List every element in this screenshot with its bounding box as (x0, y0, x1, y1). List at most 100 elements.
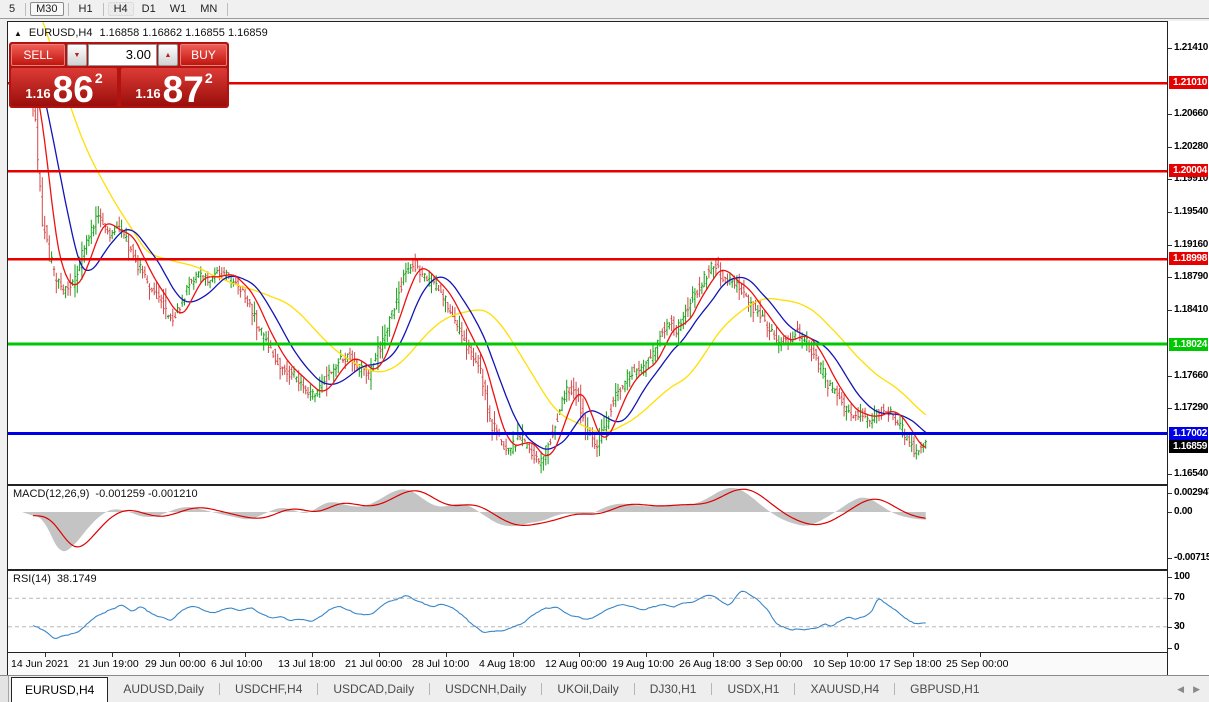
toolbar-separator (25, 2, 27, 16)
bid-price-prefix: 1.16 (25, 86, 51, 101)
time-axis-label: 21 Jul 00:00 (345, 658, 403, 670)
chart-tabbar: EURUSD,H4 AUDUSD,Daily USDCHF,H4 USDCAD,Dai… (0, 675, 1209, 702)
timeframe-H1[interactable]: H1 (78, 3, 93, 15)
tab-audusd-daily[interactable]: AUDUSD,Daily (123, 682, 205, 696)
tab-divider (219, 683, 221, 695)
axis-tick (1168, 648, 1172, 649)
one-click-trade-panel: SELL ▼ 3.00 ▲ BUY 1.16 86 2 1.16 87 2 (9, 42, 229, 108)
time-axis-label: 28 Jul 10:00 (412, 658, 470, 670)
tabbar-left-notch (0, 676, 9, 702)
price-chart-pane[interactable]: ▲ EURUSD,H4 1.16858 1.16862 1.16855 1.16… (7, 21, 1168, 485)
toolbar-separator (67, 2, 69, 16)
price-line-badge: 1.17002 (1169, 427, 1208, 440)
time-axis-label: 3 Sep 00:00 (746, 658, 803, 670)
rsi-axis-label: 70 (1174, 592, 1185, 603)
time-axis-tick (980, 653, 981, 657)
rsi-axis-label: 30 (1174, 621, 1185, 632)
price-axis-label: 1.18410 (1174, 304, 1209, 315)
time-axis-label: 4 Aug 18:00 (479, 658, 536, 670)
macd-values: -0.001259 -0.001210 (95, 488, 198, 500)
timeframe-MN[interactable]: MN (200, 3, 218, 15)
buy-button[interactable]: BUY (180, 44, 227, 66)
chart-ohlc-values: 1.16858 1.16862 1.16855 1.16859 (99, 27, 268, 39)
macd-axis-label: 0.002947 (1174, 487, 1209, 498)
axis-tick (1168, 179, 1172, 180)
price-line-badge: 1.18998 (1169, 252, 1208, 265)
chart-marker-icon: ▲ (14, 28, 22, 38)
time-axis-label: 14 Jun 2021 (11, 658, 69, 670)
tab-usdx-h1[interactable]: USDX,H1 (727, 682, 780, 696)
volume-increase-button[interactable]: ▲ (158, 44, 178, 66)
ask-price-prefix: 1.16 (135, 86, 161, 101)
tab-usdcnh-daily[interactable]: USDCNH,Daily (445, 682, 527, 696)
axis-tick (1168, 598, 1172, 599)
timeframe-M30[interactable]: M30 (30, 2, 64, 16)
axis-tick (1168, 114, 1172, 115)
tab-usdcad-daily[interactable]: USDCAD,Daily (333, 682, 415, 696)
volume-decrease-button[interactable]: ▼ (67, 44, 87, 66)
timeframe-toolbar: 5 M30 H1 H4 D1 W1 MN (0, 0, 1209, 19)
axis-tick (1168, 277, 1172, 278)
chart-symbol-label: EURUSD,H4 (28, 27, 93, 39)
volume-input[interactable]: 3.00 (88, 44, 157, 66)
tab-divider (794, 683, 796, 695)
tab-scroll-left-icon[interactable]: ◀ (1177, 683, 1185, 694)
axis-tick (1168, 474, 1172, 475)
axis-tick (1168, 577, 1172, 578)
rsi-pane[interactable]: RSI(14) 38.1749 (7, 570, 1168, 653)
price-axis[interactable]: 1.21410 1.20660 1.20280 1.19910 1.19540 1.191… (1168, 21, 1209, 675)
tab-dj30-h1[interactable]: DJ30,H1 (649, 682, 697, 696)
price-axis-label: 1.19910 (1174, 173, 1209, 184)
time-axis-tick (847, 653, 848, 657)
bid-quote-panel[interactable]: 1.16 86 2 (11, 68, 117, 110)
timeframe-D1[interactable]: D1 (141, 3, 156, 15)
tab-divider (317, 683, 319, 695)
time-axis-tick (713, 653, 714, 657)
sell-button[interactable]: SELL (11, 44, 65, 66)
macd-pane[interactable]: MACD(12,26,9) -0.001259 -0.001210 (7, 485, 1168, 570)
price-line-badge: 1.21010 (1169, 76, 1208, 89)
time-axis[interactable]: 14 Jun 2021 21 Jun 19:00 29 Jun 00:00 6 Jul… (7, 653, 1168, 676)
tab-xauusd-h4[interactable]: XAUUSD,H4 (810, 682, 880, 696)
timeframe-H4[interactable]: H4 (107, 2, 134, 16)
price-axis-label: 1.18790 (1174, 271, 1209, 282)
time-axis-label: 12 Aug 00:00 (545, 658, 607, 670)
axis-tick (1168, 212, 1172, 213)
time-axis-tick (780, 653, 781, 657)
price-chart-canvas[interactable] (8, 22, 1167, 482)
time-axis-label: 10 Sep 10:00 (813, 658, 876, 670)
tab-divider (541, 683, 543, 695)
axis-tick (1168, 147, 1172, 148)
tab-scroll-right-icon[interactable]: ▶ (1193, 683, 1200, 694)
time-axis-label: 19 Aug 10:00 (612, 658, 674, 670)
macd-label: MACD(12,26,9) (13, 488, 90, 500)
time-axis-tick (513, 653, 514, 657)
bid-price-sup: 2 (94, 70, 103, 86)
axis-tick (1168, 310, 1172, 311)
time-axis-label: 29 Jun 00:00 (145, 658, 206, 670)
ask-price-big: 87 (162, 68, 204, 110)
tab-ukoil-daily[interactable]: UKOil,Daily (557, 682, 619, 696)
axis-tick (1168, 376, 1172, 377)
price-axis-label: 1.17660 (1174, 370, 1209, 381)
time-axis-tick (579, 653, 580, 657)
bid-price-big: 86 (52, 68, 94, 110)
rsi-value: 38.1749 (56, 573, 97, 585)
axis-tick (1168, 558, 1172, 559)
rsi-label: RSI(14) (13, 573, 51, 585)
timeframe-W1[interactable]: W1 (169, 3, 187, 15)
tab-divider (429, 683, 431, 695)
price-axis-label: 1.16540 (1174, 468, 1209, 479)
timeframe-5[interactable]: 5 (9, 3, 16, 15)
time-axis-tick (646, 653, 647, 657)
axis-tick (1168, 493, 1172, 494)
rsi-canvas[interactable] (8, 571, 1167, 652)
tab-usdchf-h4[interactable]: USDCHF,H4 (235, 682, 303, 696)
toolbar-separator (102, 2, 104, 16)
time-axis-label: 21 Jun 19:00 (78, 658, 139, 670)
time-axis-tick (179, 653, 180, 657)
ask-quote-panel[interactable]: 1.16 87 2 (121, 68, 227, 110)
tab-gbpusd-h1[interactable]: GBPUSD,H1 (910, 682, 980, 696)
macd-canvas[interactable] (8, 486, 1167, 569)
tab-eurusd-h4[interactable]: EURUSD,H4 (11, 677, 109, 702)
